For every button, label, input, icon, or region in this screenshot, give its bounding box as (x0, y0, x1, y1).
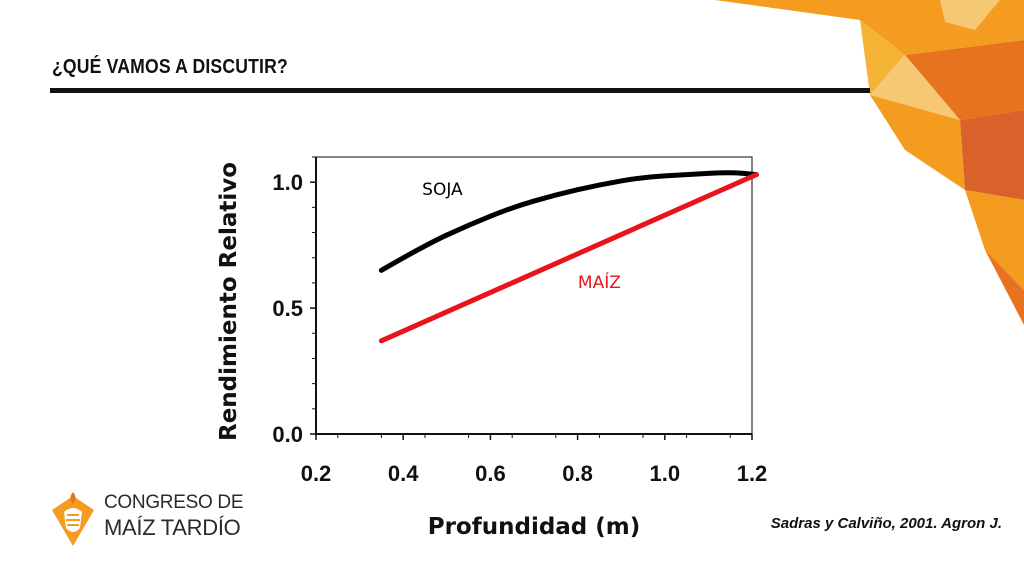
x-tick-label: 1.0 (650, 461, 681, 486)
y-axis-title: Rendimiento Relativo (216, 162, 242, 441)
deco-polygon (985, 250, 1024, 325)
deco-polygon (870, 55, 960, 120)
series-line-maz (378, 172, 759, 344)
deco-polygon (940, 0, 1000, 30)
deco-polygon (870, 95, 965, 190)
deco-polygon (965, 190, 1024, 290)
series-label-maiz: MAÍZ (578, 271, 621, 293)
x-tick-label: 0.6 (475, 461, 506, 486)
citation: Sadras y Calviño, 2001. Agron J. (770, 515, 1002, 532)
logo-line2: MAÍZ TARDÍO (104, 515, 241, 540)
slide-title: ¿QUÉ VAMOS A DISCUTIR? (52, 56, 288, 78)
y-tick-label: 0.5 (272, 296, 303, 321)
x-tick-label: 1.2 (737, 461, 768, 486)
x-tick-label: 0.4 (388, 461, 419, 486)
title-divider (50, 88, 870, 93)
series-label-soja: SOJA (422, 180, 463, 200)
deco-polygon (960, 110, 1024, 200)
y-tick-label: 0.0 (272, 422, 303, 447)
x-axis-title: Profundidad (m) (428, 514, 641, 540)
deco-polygon (860, 20, 905, 95)
x-tick-label: 0.8 (562, 461, 593, 486)
corn-cob-icon (52, 492, 94, 546)
logo-line1: CONGRESO DE (104, 492, 244, 513)
deco-polygon (905, 40, 1024, 120)
congreso-logo: CONGRESO DE MAÍZ TARDÍO (46, 490, 256, 550)
y-tick-label: 1.0 (272, 170, 303, 195)
series-line-soja (378, 170, 759, 273)
x-tick-label: 0.2 (301, 461, 332, 486)
